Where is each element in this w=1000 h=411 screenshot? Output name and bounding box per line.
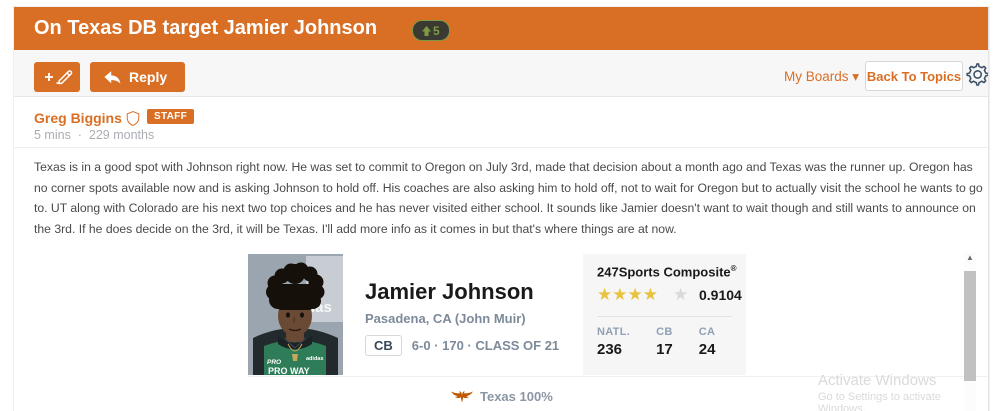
svg-text:adidas: adidas [306, 356, 323, 362]
svg-text:PRO WAY: PRO WAY [268, 366, 310, 375]
svg-text:★: ★ [673, 286, 688, 303]
svg-text:PRO: PRO [267, 359, 281, 366]
svg-text:★★★★: ★★★★ [597, 286, 658, 303]
